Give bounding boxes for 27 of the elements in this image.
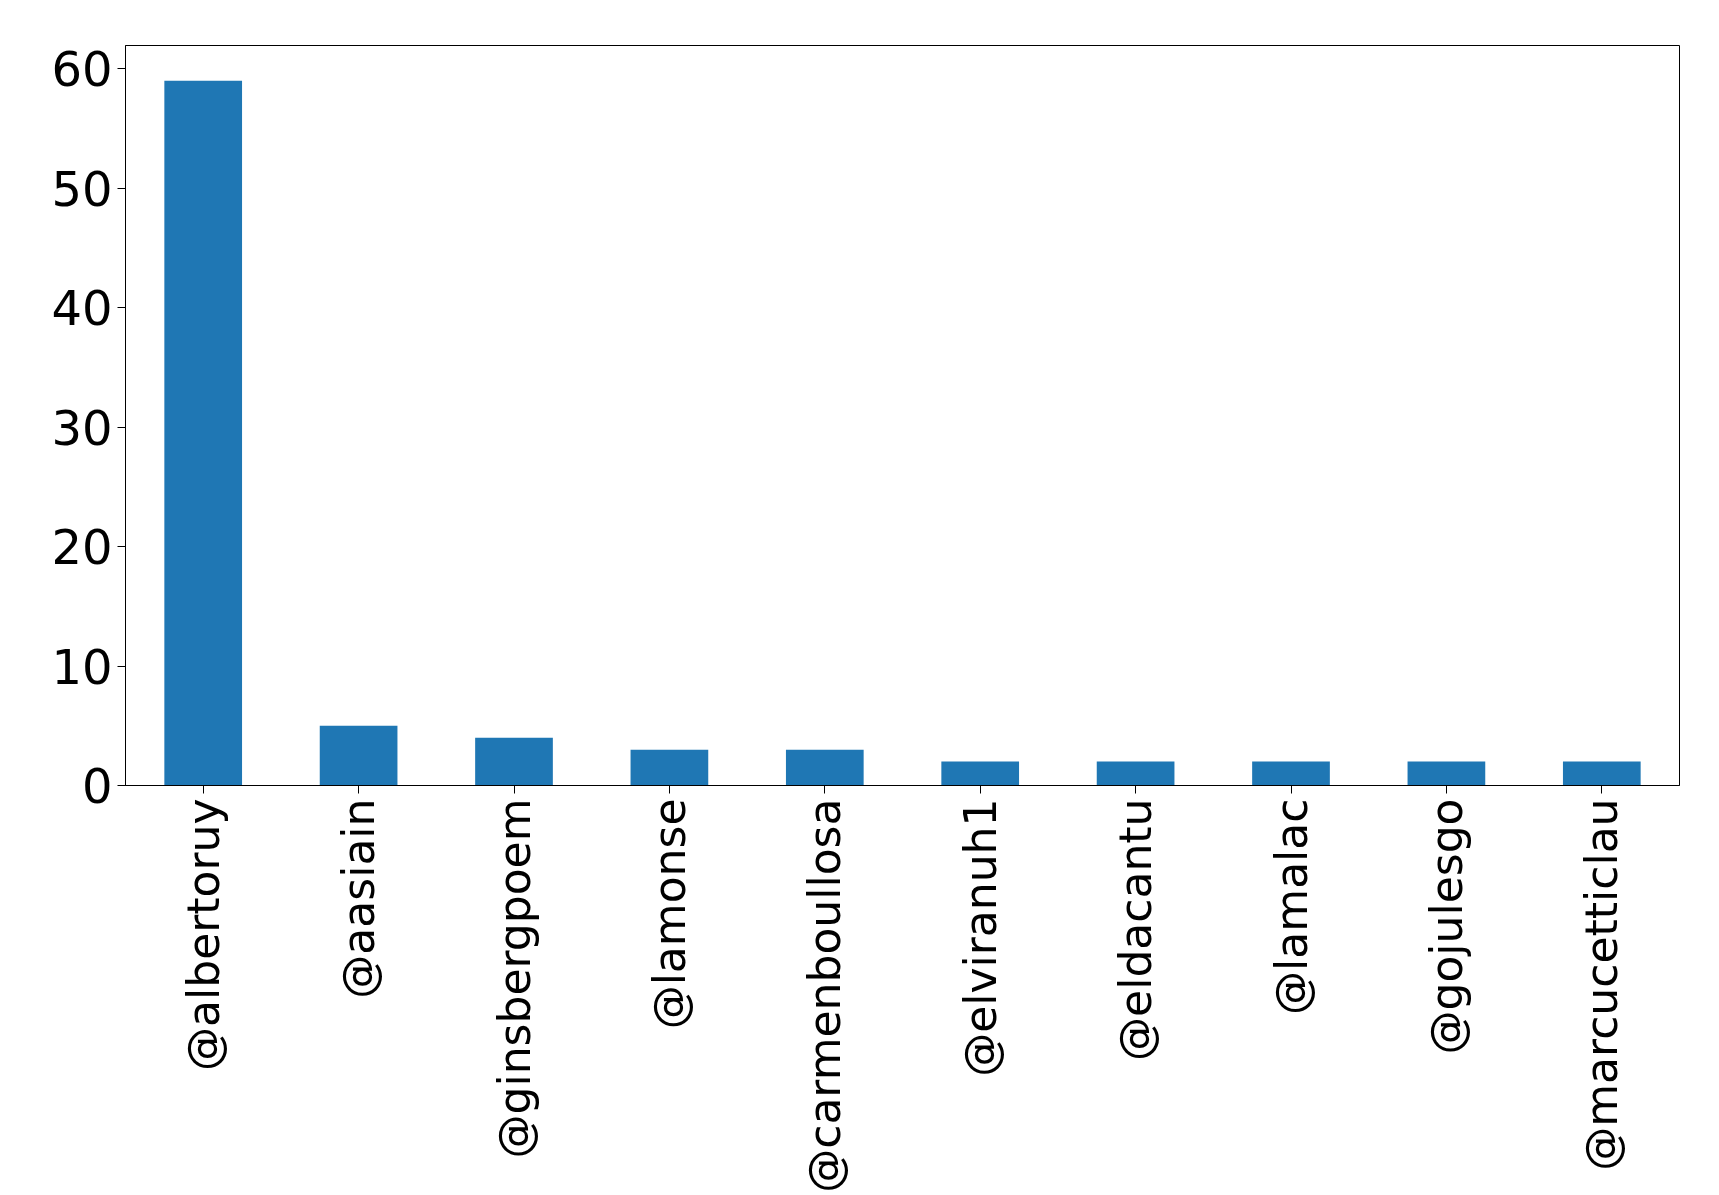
y-tick-label: 0 [81, 758, 113, 814]
bar [1252, 761, 1330, 786]
bar [630, 749, 709, 786]
x-tick-label: @eldacantu [1110, 798, 1162, 1061]
x-tick-label: @elviranuh1 [954, 798, 1006, 1077]
x-tick-label: @marcucetticlau [1576, 798, 1628, 1171]
y-tick-label: 40 [51, 280, 113, 337]
bar [941, 761, 1020, 786]
bar [785, 749, 864, 786]
bar [475, 737, 553, 786]
bar [1562, 761, 1641, 786]
x-tick-label: @albertoruy [177, 798, 229, 1071]
bar [1407, 761, 1486, 786]
y-tick-label: 20 [51, 519, 113, 576]
y-tick-label: 30 [51, 399, 113, 456]
bar [1096, 761, 1175, 786]
x-tick-label: @aasiain [333, 798, 385, 999]
bar [319, 725, 398, 786]
y-tick-label: 10 [51, 638, 113, 695]
x-tick-label: @ginsbergpoem [488, 798, 540, 1159]
y-tick-label: 60 [51, 41, 113, 98]
x-tick-label: @gojulesgo [1420, 798, 1472, 1055]
x-tick-label: @lamonse [643, 798, 695, 1030]
y-tick-label: 50 [51, 160, 113, 217]
x-tick-label: @carmenboullosa [799, 798, 851, 1193]
x-tick-label: @lamalac [1265, 798, 1317, 1015]
bar [164, 80, 243, 786]
